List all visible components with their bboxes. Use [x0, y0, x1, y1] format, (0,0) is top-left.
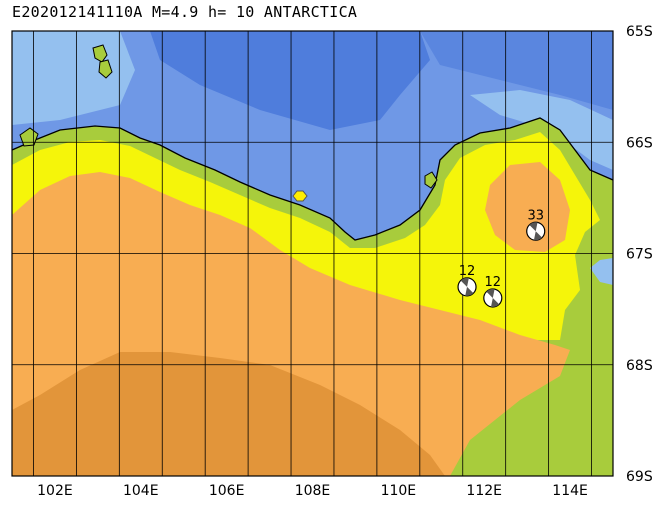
longitude-labels: 102E 104E 106E 108E 110E 112E 114E	[37, 483, 588, 499]
beachball-label: 12	[485, 275, 502, 290]
latitude-label: 66S	[626, 135, 653, 151]
beachball-quadrant	[465, 286, 474, 296]
deep-ocean-area-east	[420, 31, 613, 110]
latitude-labels: 65S 66S 67S 68S 69S	[626, 24, 653, 485]
longitude-label: 104E	[123, 483, 159, 499]
beachball-label: 12	[459, 264, 476, 279]
latitude-label: 65S	[626, 24, 653, 40]
island	[424, 171, 438, 189]
beachball-mechanism[interactable]: 33	[526, 208, 546, 241]
graticule	[12, 31, 613, 476]
longitude-label: 114E	[552, 483, 588, 499]
map-title: E202012141110A M=4.9 h= 10 ANTARCTICA	[12, 3, 358, 21]
beachball-mechanism[interactable]: 12	[457, 264, 477, 297]
longitude-label: 110E	[381, 483, 417, 499]
island	[98, 59, 113, 79]
latitude-label: 69S	[626, 469, 653, 485]
latitude-label: 68S	[626, 358, 653, 374]
beachball-quadrant	[460, 277, 469, 287]
beachball-mechanism[interactable]: 12	[483, 275, 503, 308]
focal-mechanisms: 33 12 12	[457, 208, 546, 308]
beachball-quadrant	[491, 298, 500, 307]
coastline	[12, 117, 613, 241]
island	[92, 44, 108, 63]
longitude-label: 102E	[37, 483, 73, 499]
map-layers	[12, 31, 613, 476]
beachball-quadrant	[533, 231, 543, 241]
latitude-label: 67S	[626, 247, 653, 263]
beachball-quadrant	[486, 289, 495, 298]
high-ice-zone	[12, 352, 445, 476]
coastal-water-inlet	[590, 258, 613, 285]
beachball-label: 33	[527, 208, 544, 223]
longitude-label: 108E	[295, 483, 331, 499]
map-frame	[11, 30, 614, 477]
beachball-quadrant	[529, 222, 538, 232]
longitude-label: 112E	[466, 483, 502, 499]
longitude-label: 106E	[209, 483, 245, 499]
deep-ocean-area	[150, 31, 430, 130]
epicenter-marker[interactable]	[292, 190, 308, 202]
